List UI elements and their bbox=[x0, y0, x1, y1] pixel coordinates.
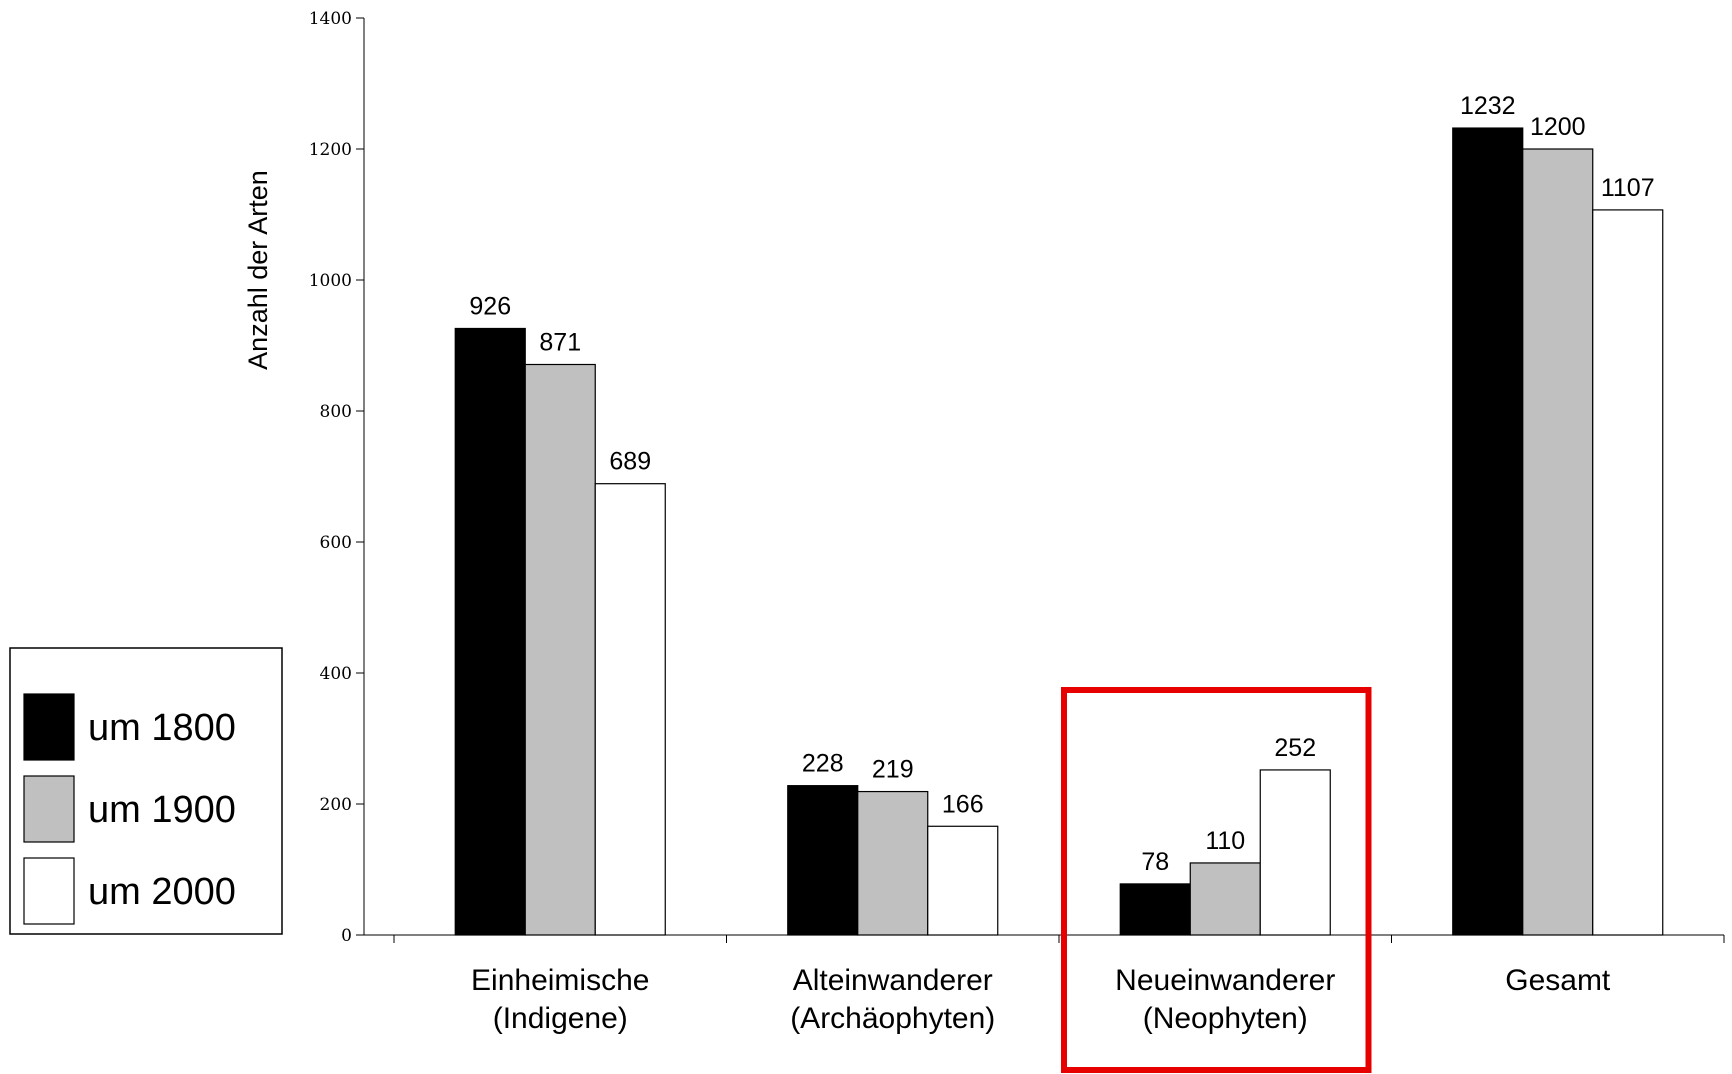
bar bbox=[927, 825, 999, 936]
category-label: Gesamt bbox=[1505, 964, 1611, 997]
y-tick-label: 600 bbox=[320, 533, 352, 553]
y-axis-label: Anzahl der Arten bbox=[243, 170, 273, 370]
data-label: 1232 bbox=[1460, 92, 1516, 120]
bar bbox=[1592, 209, 1664, 936]
bar bbox=[787, 785, 859, 936]
category-label-line: Neueinwanderer bbox=[1115, 964, 1335, 997]
bar bbox=[857, 790, 929, 936]
data-labels: 926 871 689 228 219 166 78 110 252 1232 1200 1107 bbox=[469, 92, 1654, 876]
bar bbox=[1119, 883, 1191, 936]
data-label: 219 bbox=[872, 756, 914, 784]
category-label-line: (Indigene) bbox=[493, 1002, 628, 1035]
category-label: Einheimische (Indigene) bbox=[471, 964, 649, 1035]
y-tick-label: 1000 bbox=[309, 271, 352, 291]
bar bbox=[524, 363, 596, 936]
bar bbox=[1452, 127, 1524, 936]
y-tick-label: 0 bbox=[341, 926, 352, 946]
category-label-line: Alteinwanderer bbox=[793, 964, 993, 997]
y-tick-label: 800 bbox=[320, 402, 352, 422]
data-label: 689 bbox=[609, 448, 651, 476]
category-label: Alteinwanderer (Archäophyten) bbox=[790, 964, 995, 1035]
legend-label: um 1800 bbox=[88, 707, 236, 749]
category-label-line: Gesamt bbox=[1505, 964, 1611, 997]
bar bbox=[1189, 862, 1261, 936]
category-labels: Einheimische (Indigene) Alteinwanderer (Arc… bbox=[471, 964, 1611, 1035]
category-label: Neueinwanderer (Neophyten) bbox=[1115, 964, 1335, 1035]
legend-swatch bbox=[23, 693, 75, 761]
y-tick-label: 200 bbox=[320, 795, 352, 815]
legend-label: um 1900 bbox=[88, 789, 236, 831]
highlight-box bbox=[1061, 687, 1372, 1073]
bar bbox=[1259, 769, 1331, 936]
y-tick-label: 400 bbox=[320, 664, 352, 684]
legend-swatch bbox=[23, 775, 75, 843]
category-label-line: (Neophyten) bbox=[1143, 1002, 1308, 1035]
bar bbox=[1522, 148, 1594, 936]
data-label: 871 bbox=[539, 328, 581, 356]
data-label: 1200 bbox=[1530, 113, 1586, 141]
data-label: 1107 bbox=[1601, 174, 1655, 202]
y-tick-label: 1200 bbox=[309, 140, 352, 160]
legend-label: um 2000 bbox=[88, 871, 236, 913]
data-label: 78 bbox=[1141, 848, 1169, 876]
bar bbox=[594, 483, 666, 936]
bars bbox=[454, 127, 1664, 936]
bar bbox=[454, 327, 526, 936]
data-label: 926 bbox=[469, 292, 511, 320]
legend-swatch bbox=[23, 857, 75, 925]
legend: um 1800 um 1900 um 2000 bbox=[9, 647, 283, 935]
category-label-line: Einheimische bbox=[471, 964, 649, 997]
data-label: 252 bbox=[1274, 734, 1316, 762]
data-label: 228 bbox=[802, 750, 844, 778]
data-label: 110 bbox=[1205, 827, 1245, 855]
y-tick-label: 1400 bbox=[309, 9, 352, 29]
data-label: 166 bbox=[942, 790, 984, 818]
category-label-line: (Archäophyten) bbox=[790, 1002, 995, 1035]
